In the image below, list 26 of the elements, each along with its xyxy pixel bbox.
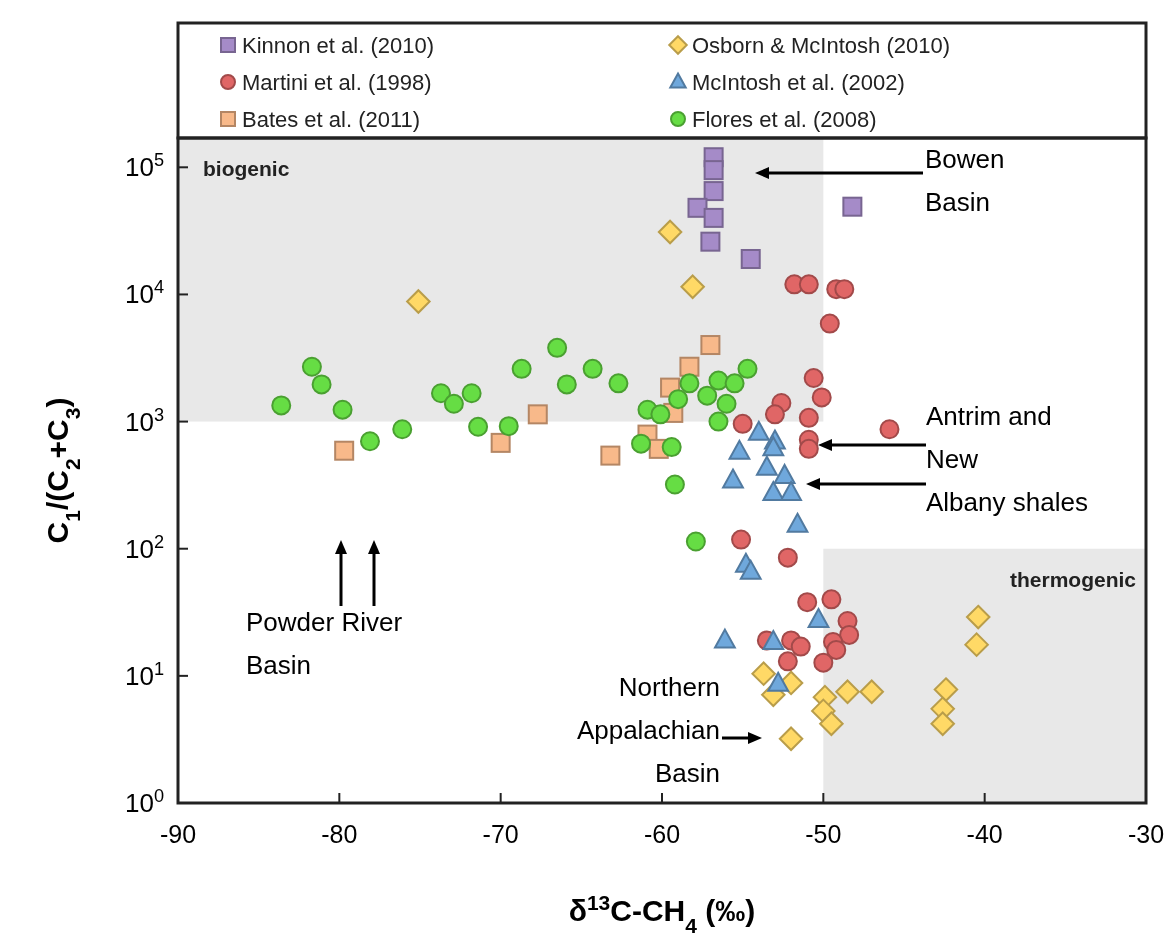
annotation: Antrim and New Albany shales	[926, 401, 1088, 517]
x-tick-label: -90	[159, 820, 197, 848]
legend-label: Bates et al. (2011)	[242, 107, 421, 132]
y-tick-label: 10$^{2}$	[124, 531, 164, 564]
x-tick-label: -80	[321, 820, 358, 848]
annotation: Bowen Basin	[925, 144, 1005, 217]
x-tick-label: -70	[482, 820, 519, 848]
y-tick-label: 10$^{4}$	[124, 277, 164, 310]
x-tick-label: -40	[966, 820, 1003, 848]
legend-label: Martini et al. (1998)	[242, 70, 432, 95]
y-tick-label: 10$^{3}$	[124, 404, 164, 437]
band-label: biogenic	[203, 157, 290, 180]
x-axis-title: δ$^{13}$C-CH$_{4}$ (‰)	[568, 890, 756, 937]
y-tick-label: 10$^{0}$	[124, 786, 164, 818]
x-tick-label: -60	[643, 820, 681, 848]
legend-label: Flores et al. (2008)	[692, 107, 877, 132]
legend-label: Osborn & McIntosh (2010)	[692, 33, 951, 58]
band-label: thermogenic	[1009, 567, 1137, 591]
annotation: Northern Appalachian Basin	[576, 672, 720, 788]
x-tick-label: -50	[805, 820, 842, 848]
legend-label: Kinnon et al. (2010)	[242, 33, 435, 58]
y-tick-label: 10$^{5}$	[124, 150, 164, 183]
legend-label: McIntosh et al. (2002)	[692, 70, 905, 95]
annotation: Powder River Basin	[246, 607, 403, 680]
x-tick-label: -30	[1127, 820, 1165, 848]
y-tick-label: 10$^{1}$	[124, 658, 164, 691]
